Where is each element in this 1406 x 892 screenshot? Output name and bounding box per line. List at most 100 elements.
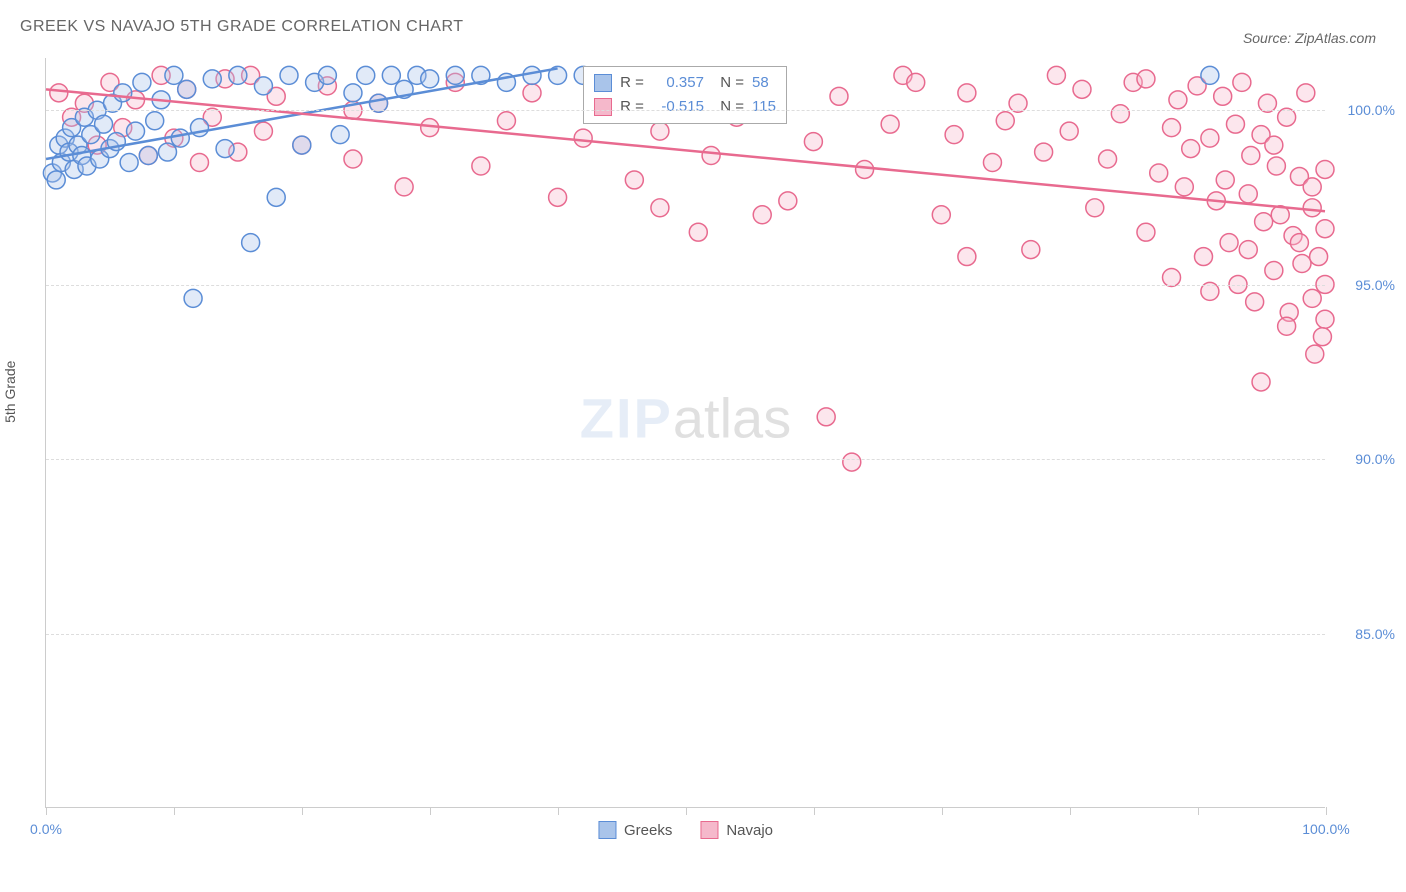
scatter-point bbox=[932, 206, 950, 224]
bottom-legend-item-greeks: Greeks bbox=[598, 821, 672, 839]
scatter-point bbox=[1293, 255, 1311, 273]
scatter-point bbox=[1182, 140, 1200, 158]
bottom-legend: Greeks Navajo bbox=[598, 821, 773, 839]
stats-r-value-navajo: -0.515 bbox=[652, 95, 704, 119]
legend-square-navajo bbox=[700, 821, 718, 839]
scatter-point bbox=[907, 73, 925, 91]
scatter-point bbox=[625, 171, 643, 189]
stats-n-value-navajo: 115 bbox=[752, 95, 776, 119]
scatter-point bbox=[395, 178, 413, 196]
gridline-h bbox=[46, 110, 1325, 111]
scatter-point bbox=[1099, 150, 1117, 168]
gridline-h bbox=[46, 285, 1325, 286]
scatter-point bbox=[1163, 119, 1181, 137]
scatter-point bbox=[983, 154, 1001, 172]
scatter-point bbox=[1297, 84, 1315, 102]
scatter-point bbox=[254, 122, 272, 140]
y-axis-label: 5th Grade bbox=[2, 361, 18, 423]
scatter-point bbox=[1267, 157, 1285, 175]
scatter-point bbox=[817, 408, 835, 426]
bottom-legend-label-greeks: Greeks bbox=[624, 822, 672, 839]
bottom-legend-label-navajo: Navajo bbox=[726, 822, 773, 839]
scatter-point bbox=[651, 199, 669, 217]
scatter-point bbox=[1233, 73, 1251, 91]
scatter-point bbox=[171, 129, 189, 147]
x-tick bbox=[814, 807, 815, 815]
scatter-point bbox=[1313, 328, 1331, 346]
source-attribution: Source: ZipAtlas.com bbox=[1243, 30, 1376, 46]
scatter-point bbox=[1022, 241, 1040, 259]
scatter-point bbox=[47, 171, 65, 189]
scatter-point bbox=[1111, 105, 1129, 123]
scatter-point bbox=[1239, 241, 1257, 259]
scatter-point bbox=[945, 126, 963, 144]
stats-r-label: R = bbox=[620, 71, 644, 95]
y-tick-label: 85.0% bbox=[1335, 626, 1395, 642]
scatter-point bbox=[1035, 143, 1053, 161]
scatter-point bbox=[382, 66, 400, 84]
stats-legend-box: R = 0.357 N = 58 R = -0.515 N = 115 bbox=[583, 66, 787, 124]
scatter-point bbox=[216, 140, 234, 158]
legend-square-greeks bbox=[594, 74, 612, 92]
scatter-point bbox=[549, 188, 567, 206]
scatter-point bbox=[1316, 310, 1334, 328]
scatter-point bbox=[114, 84, 132, 102]
y-tick-label: 100.0% bbox=[1335, 102, 1395, 118]
scatter-point bbox=[856, 160, 874, 178]
scatter-point bbox=[1195, 248, 1213, 266]
scatter-point bbox=[446, 66, 464, 84]
scatter-point bbox=[293, 136, 311, 154]
scatter-point bbox=[1316, 160, 1334, 178]
scatter-point bbox=[1201, 129, 1219, 147]
scatter-point bbox=[1265, 136, 1283, 154]
scatter-point bbox=[1252, 373, 1270, 391]
scatter-point bbox=[1226, 115, 1244, 133]
y-tick-label: 95.0% bbox=[1335, 277, 1395, 293]
scatter-point bbox=[472, 157, 490, 175]
scatter-point bbox=[1290, 234, 1308, 252]
scatter-point bbox=[958, 84, 976, 102]
scatter-point bbox=[1137, 223, 1155, 241]
scatter-point bbox=[804, 133, 822, 151]
scatter-point bbox=[178, 80, 196, 98]
scatter-point bbox=[184, 289, 202, 307]
scatter-point bbox=[1278, 317, 1296, 335]
chart-title: GREEK VS NAVAJO 5TH GRADE CORRELATION CH… bbox=[20, 18, 464, 36]
scatter-point bbox=[1175, 178, 1193, 196]
scatter-point bbox=[702, 147, 720, 165]
scatter-svg bbox=[46, 58, 1325, 807]
scatter-point bbox=[357, 66, 375, 84]
x-tick bbox=[302, 807, 303, 815]
x-tick bbox=[46, 807, 47, 815]
scatter-point bbox=[1255, 213, 1273, 231]
scatter-point bbox=[146, 112, 164, 130]
scatter-point bbox=[1137, 70, 1155, 88]
scatter-point bbox=[1047, 66, 1065, 84]
scatter-point bbox=[1310, 248, 1328, 266]
stats-r-label: R = bbox=[620, 95, 644, 119]
x-tick bbox=[942, 807, 943, 815]
scatter-point bbox=[331, 126, 349, 144]
scatter-point bbox=[1214, 87, 1232, 105]
x-tick bbox=[1326, 807, 1327, 815]
scatter-point bbox=[95, 115, 113, 133]
scatter-point bbox=[229, 66, 247, 84]
scatter-point bbox=[958, 248, 976, 266]
x-tick bbox=[174, 807, 175, 815]
scatter-point bbox=[1220, 234, 1238, 252]
scatter-point bbox=[1060, 122, 1078, 140]
scatter-point bbox=[779, 192, 797, 210]
y-tick-label: 90.0% bbox=[1335, 451, 1395, 467]
scatter-point bbox=[1246, 293, 1264, 311]
scatter-point bbox=[1316, 220, 1334, 238]
x-tick bbox=[430, 807, 431, 815]
scatter-point bbox=[267, 188, 285, 206]
x-tick-label: 0.0% bbox=[30, 821, 62, 837]
scatter-point bbox=[127, 122, 145, 140]
stats-r-value-greeks: 0.357 bbox=[652, 71, 704, 95]
scatter-point bbox=[50, 84, 68, 102]
scatter-point bbox=[318, 66, 336, 84]
scatter-point bbox=[165, 66, 183, 84]
bottom-legend-item-navajo: Navajo bbox=[700, 821, 773, 839]
scatter-point bbox=[1169, 91, 1187, 109]
